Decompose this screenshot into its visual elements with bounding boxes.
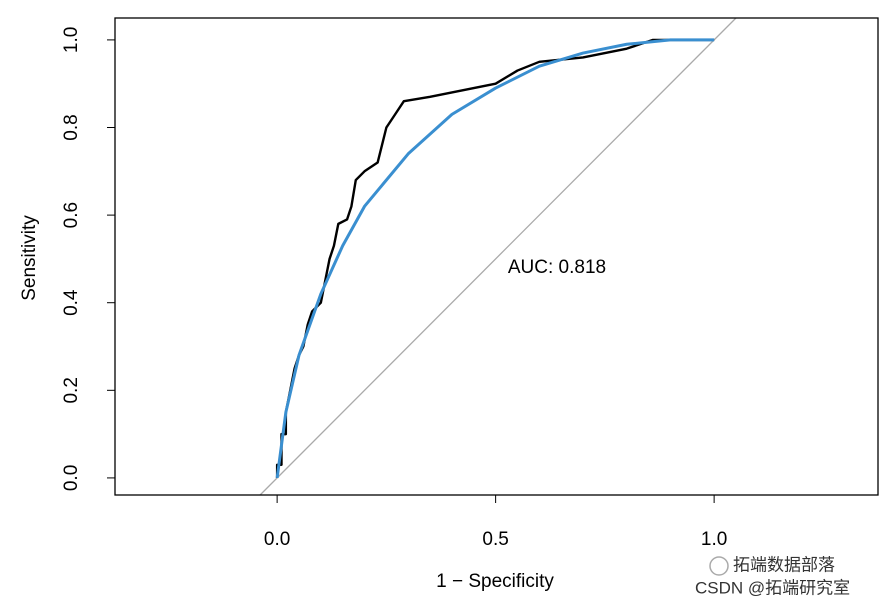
watermark-icon — [709, 556, 729, 576]
annotation: AUC: 0.818 — [508, 257, 606, 278]
plot-frame — [114, 17, 879, 496]
watermark: 拓端数据部落 — [733, 555, 835, 574]
y-tick-label: 0.8 — [61, 114, 82, 140]
y-axis-label: Sensitivity — [19, 215, 40, 301]
y-tick-label: 1.0 — [61, 27, 82, 53]
y-tick-label: 0.4 — [61, 289, 82, 316]
y-tick-label: 0.0 — [61, 465, 82, 491]
x-axis-label: 1 − Specificity — [436, 571, 554, 592]
x-tick-label: 1.0 — [701, 529, 727, 550]
watermark: CSDN @拓端研究室 — [695, 578, 850, 597]
y-tick-label: 0.2 — [61, 377, 82, 403]
reference-line — [259, 17, 737, 496]
y-tick-label: 0.6 — [61, 202, 82, 228]
x-tick-label: 0.0 — [264, 529, 290, 550]
x-tick-label: 0.5 — [482, 529, 508, 550]
roc-line — [275, 38, 715, 479]
